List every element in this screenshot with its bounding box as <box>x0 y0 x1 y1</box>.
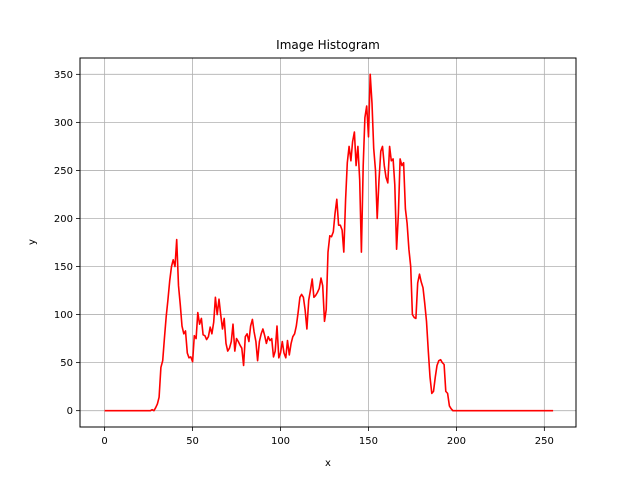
y-tick-label: 250 <box>54 166 73 177</box>
y-tick-label: 200 <box>54 214 73 225</box>
y-tick-label: 300 <box>54 118 73 129</box>
x-tick-label: 150 <box>359 436 378 447</box>
x-tick-label: 50 <box>186 436 199 447</box>
y-axis-label: y <box>27 239 38 245</box>
y-tick-label: 350 <box>54 70 73 81</box>
y-axis-ticks: 0 50 100 150 200 250 300 350 <box>54 70 80 417</box>
y-tick-label: 50 <box>60 358 73 369</box>
x-tick-label: 200 <box>447 436 466 447</box>
chart-title: Image Histogram <box>276 38 380 52</box>
y-tick-label: 150 <box>54 262 73 273</box>
x-tick-label: 250 <box>535 436 554 447</box>
series-line <box>104 73 554 412</box>
y-tick-label: 100 <box>54 310 73 321</box>
x-tick-label: 100 <box>271 436 290 447</box>
x-axis-label: x <box>325 458 331 469</box>
x-axis-ticks: 0 50 100 150 200 250 <box>101 427 554 447</box>
x-tick-label: 0 <box>101 436 107 447</box>
plot-frame <box>79 57 577 428</box>
y-tick-label: 0 <box>67 406 73 417</box>
